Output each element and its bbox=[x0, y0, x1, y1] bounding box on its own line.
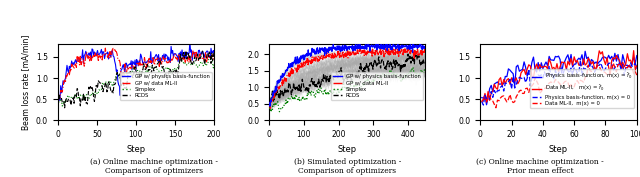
Legend: GP w/ physics basis-function, GP w/ data ML-II, Simplex, RCDS: GP w/ physics basis-function, GP w/ data… bbox=[331, 72, 423, 100]
Text: (b) Simulated optimization -
Comparison of optimizers: (b) Simulated optimization - Comparison … bbox=[294, 158, 401, 175]
Legend: GP w/ physics basis-function, GP w/ data ML-II, Simplex, RCDS: GP w/ physics basis-function, GP w/ data… bbox=[120, 72, 211, 100]
X-axis label: Step: Step bbox=[338, 145, 356, 154]
X-axis label: Step: Step bbox=[549, 145, 568, 154]
X-axis label: Step: Step bbox=[126, 145, 145, 154]
Y-axis label: Beam loss rate [mA/min]: Beam loss rate [mA/min] bbox=[21, 35, 30, 130]
Text: (a) Online machine optimization -
Comparison of optimizers: (a) Online machine optimization - Compar… bbox=[90, 158, 218, 175]
Text: (c) Online machine optimization -
Prior mean effect: (c) Online machine optimization - Prior … bbox=[476, 158, 604, 175]
Legend: Physics basis-function, m(x) = $\hat{f}_0$, Data ML-II,   m(x) = $\hat{f}_0$, Ph: Physics basis-function, m(x) = $\hat{f}_… bbox=[530, 69, 634, 108]
